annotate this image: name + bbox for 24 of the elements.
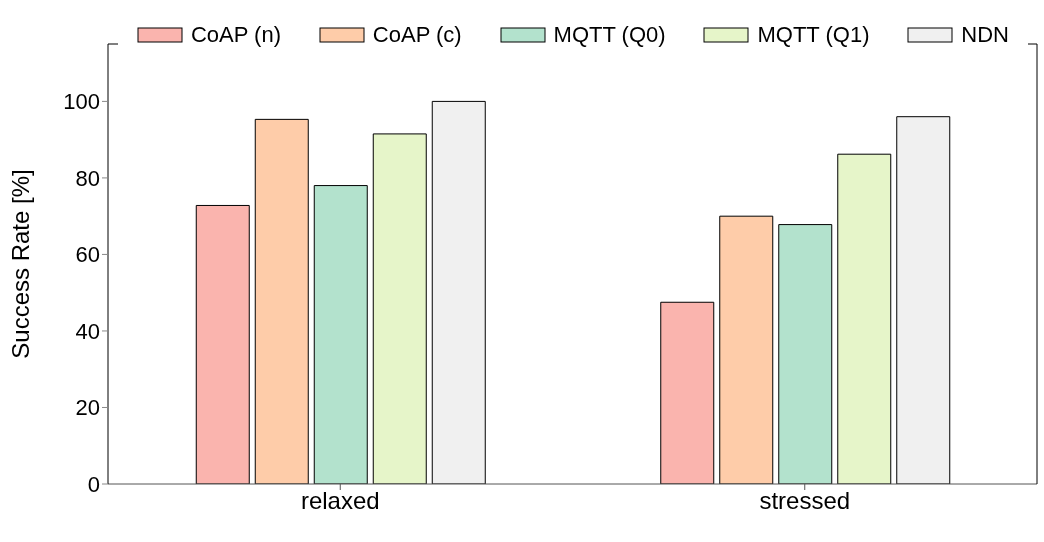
bar <box>837 153 892 484</box>
x-tick-label: relaxed <box>300 487 380 515</box>
legend-label: CoAP (c) <box>372 22 462 48</box>
bar <box>254 118 309 484</box>
y-axis-title: Success Rate [%] <box>6 169 34 359</box>
legend-label: MQTT (Q0) <box>553 22 666 48</box>
bar <box>195 204 250 484</box>
bar <box>313 185 368 484</box>
y-tick-label: 40 <box>75 318 100 344</box>
bar <box>719 215 774 484</box>
legend-label: MQTT (Q1) <box>757 22 870 48</box>
bar <box>431 100 486 484</box>
y-tick-label: 0 <box>87 471 100 497</box>
bar <box>896 116 951 484</box>
bar <box>372 133 427 484</box>
legend-label: NDN <box>961 22 1010 48</box>
y-tick-label: 60 <box>75 242 100 268</box>
legend-label: CoAP (n) <box>190 22 281 48</box>
y-tick-label: 80 <box>75 165 100 191</box>
bar <box>778 224 833 484</box>
bar <box>660 301 715 484</box>
y-tick-label: 20 <box>75 395 100 421</box>
x-tick-label: stressed <box>759 487 851 515</box>
y-tick-label: 100 <box>63 89 100 115</box>
